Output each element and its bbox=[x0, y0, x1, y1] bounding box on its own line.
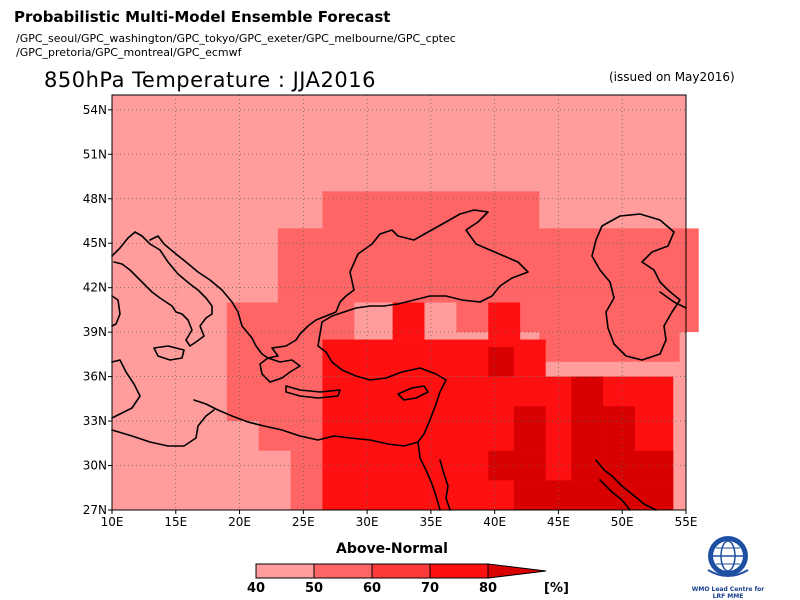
map-frame bbox=[111, 94, 687, 511]
prob-cell-80+ bbox=[513, 406, 546, 451]
legend-swatch bbox=[429, 563, 489, 579]
axis-ticks: 10E 15E 20E 25E 30E 35E 40E 45E 50E 55E 27N 30N 33N 3… bbox=[83, 103, 698, 529]
legend-label: 60 bbox=[363, 581, 381, 596]
models-line-2: /GPC_pretoria/GPC_montreal/GPC_ecmwf bbox=[16, 46, 242, 59]
coastline-balkans bbox=[149, 209, 529, 359]
legend-label: 40 bbox=[247, 581, 265, 596]
probability-fill bbox=[112, 95, 699, 510]
lat-tick-label: 30N bbox=[83, 459, 107, 473]
lon-tick-label: 40E bbox=[483, 515, 506, 529]
map-title: 850hPa Temperature : JJA2016 bbox=[44, 68, 376, 92]
coastline-sardinia bbox=[111, 295, 121, 327]
legend-title: Above-Normal bbox=[336, 541, 448, 557]
prob-cell-80+ bbox=[571, 376, 604, 481]
legend-swatch bbox=[313, 563, 373, 579]
prob-cell-80+ bbox=[634, 450, 674, 481]
legend-swatch bbox=[371, 563, 431, 579]
lon-tick-label: 45E bbox=[547, 515, 570, 529]
lat-tick-label: 36N bbox=[83, 370, 107, 384]
map-border bbox=[111, 94, 687, 511]
lat-tick-label: 27N bbox=[83, 503, 107, 517]
legend-arrow bbox=[487, 563, 547, 579]
coastline-levant-egypt bbox=[193, 379, 447, 447]
legend-label: 80 bbox=[479, 581, 497, 596]
logo-caption-1: WMO Lead Centre for bbox=[691, 586, 765, 593]
coastline-crete bbox=[285, 385, 341, 399]
models-line-1: /GPC_seoul/GPC_washington/GPC_tokyo/GPC_… bbox=[16, 32, 456, 45]
prob-cell-50-60 bbox=[226, 376, 323, 422]
legend-label: 50 bbox=[305, 581, 323, 596]
prob-cell-50-60 bbox=[322, 191, 540, 229]
lon-tick-label: 15E bbox=[164, 515, 187, 529]
logo-caption-2: LRF MME bbox=[712, 593, 744, 600]
coastline-cyprus bbox=[397, 385, 429, 401]
issued-date: (issued on May2016) bbox=[609, 70, 735, 84]
prob-cell-50-60 bbox=[539, 332, 680, 362]
legend-bar: 40 50 60 70 80 [%] bbox=[247, 563, 569, 596]
coastline-italy bbox=[111, 231, 213, 347]
lon-tick-label: 20E bbox=[228, 515, 251, 529]
lat-tick-label: 33N bbox=[83, 414, 107, 428]
lon-tick-label: 10E bbox=[101, 515, 124, 529]
wmo-globe-icon bbox=[707, 536, 749, 577]
coastline-red-sea-west bbox=[417, 441, 441, 511]
prob-cell-80+ bbox=[513, 480, 674, 510]
lon-tick-label: 25E bbox=[292, 515, 315, 529]
coastline-persian-gulf bbox=[595, 459, 657, 511]
lon-tick-label: 35E bbox=[419, 515, 442, 529]
prob-cell-50-60 bbox=[258, 421, 323, 451]
coastline-libya bbox=[111, 409, 215, 447]
coastline-aral-partial bbox=[659, 291, 687, 309]
lat-tick-label: 51N bbox=[83, 147, 107, 161]
coastline-sicily bbox=[153, 345, 185, 361]
lon-tick-label: 30E bbox=[356, 515, 379, 529]
lat-tick-label: 42N bbox=[83, 281, 107, 295]
coastline-tunisia bbox=[111, 359, 141, 419]
coastline-anatolia-south bbox=[325, 351, 447, 381]
prob-cell-70-80 bbox=[392, 302, 425, 340]
legend-swatch bbox=[255, 563, 315, 579]
prob-cell-80+ bbox=[603, 406, 635, 481]
prob-cell-80+ bbox=[488, 346, 514, 377]
legend-units: [%] bbox=[544, 581, 569, 596]
lat-tick-label: 48N bbox=[83, 192, 107, 206]
page-title: Probabilistic Multi-Model Ensemble Forec… bbox=[14, 8, 391, 26]
prob-cell-70-80 bbox=[488, 302, 521, 340]
wmo-logo: WMO Lead Centre for LRF MME bbox=[690, 532, 766, 600]
legend-label: 70 bbox=[421, 581, 439, 596]
prob-cell-50-60 bbox=[277, 228, 699, 303]
lon-tick-label: 55E bbox=[675, 515, 698, 529]
coastline-red-sea-east bbox=[439, 459, 451, 511]
coastline-peloponnese bbox=[259, 357, 301, 383]
lat-tick-label: 39N bbox=[83, 325, 107, 339]
coastline-caspian bbox=[591, 213, 681, 361]
coastlines bbox=[111, 209, 687, 511]
lon-tick-label: 50E bbox=[611, 515, 634, 529]
lat-tick-label: 45N bbox=[83, 236, 107, 250]
lat-tick-label: 54N bbox=[83, 103, 107, 117]
